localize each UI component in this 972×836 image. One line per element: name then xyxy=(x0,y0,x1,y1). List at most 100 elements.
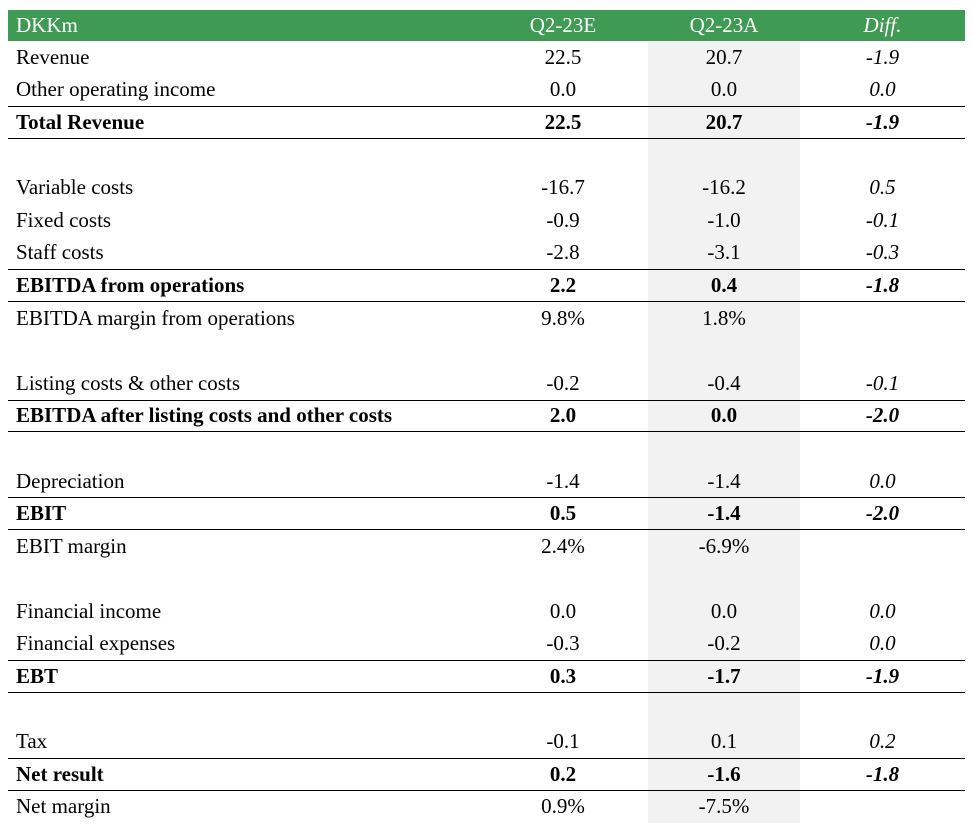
table-row: Financial income 0.0 0.0 0.0 xyxy=(8,595,965,628)
row-diff: -0.3 xyxy=(865,240,900,265)
row-estimate: 0.3 xyxy=(549,664,577,689)
table-row: Tax -0.1 0.1 0.2 xyxy=(8,725,965,759)
table-row: EBITDA margin from operations 9.8% 1.8% xyxy=(8,301,965,335)
row-estimate: 22.5 xyxy=(544,109,582,134)
header-actual: Q2-23A xyxy=(689,13,759,37)
table-row: Listing costs & other costs -0.2 -0.4 -0… xyxy=(8,366,965,400)
row-estimate: 0.9% xyxy=(541,794,585,819)
row-estimate: -0.2 xyxy=(546,370,580,395)
income-statement-table: DKKm Q2-23E Q2-23A Diff. Revenue 22.5 20… xyxy=(8,10,965,824)
row-actual: -1.6 xyxy=(648,759,800,790)
row-label: Total Revenue xyxy=(16,109,145,134)
row-actual: 0.1 xyxy=(648,725,800,759)
table-row-total: EBT 0.3 -1.7 -1.9 xyxy=(8,660,965,693)
row-diff: 0.5 xyxy=(869,175,896,200)
table-row: Revenue 22.5 20.7 -1.9 xyxy=(8,41,965,74)
row-estimate: 22.5 xyxy=(544,44,582,69)
spacer-row xyxy=(8,334,965,367)
row-diff: -1.8 xyxy=(865,272,900,297)
row-estimate: 0.5 xyxy=(549,501,577,526)
row-estimate: 2.4% xyxy=(541,533,585,558)
row-estimate: 2.0 xyxy=(549,403,577,428)
row-actual: -1.4 xyxy=(648,464,800,498)
row-estimate: -16.7 xyxy=(541,175,585,200)
row-actual: 0.0 xyxy=(648,400,800,432)
table-row-total: Net result 0.2 -1.6 -1.8 xyxy=(8,758,965,791)
row-diff: -1.9 xyxy=(865,664,900,689)
row-diff: 0.2 xyxy=(869,729,896,754)
row-label: Net result xyxy=(16,761,104,786)
row-actual: -3.1 xyxy=(648,236,800,270)
row-diff: -0.1 xyxy=(865,207,900,232)
row-label: Financial income xyxy=(16,598,162,623)
row-estimate: -0.3 xyxy=(546,631,580,656)
row-actual: 1.8% xyxy=(648,301,800,335)
table-header: DKKm Q2-23E Q2-23A Diff. xyxy=(8,10,965,41)
row-label: EBT xyxy=(16,664,59,689)
row-label: Net margin xyxy=(16,794,111,819)
row-diff: -1.9 xyxy=(865,44,900,69)
row-estimate: -2.8 xyxy=(546,240,580,265)
table-row: Staff costs -2.8 -3.1 -0.3 xyxy=(8,236,965,270)
row-label: Other operating income xyxy=(16,77,216,102)
row-label: Tax xyxy=(16,729,48,754)
row-label: Depreciation xyxy=(16,468,125,493)
header-diff: Diff. xyxy=(863,13,902,37)
row-actual: -1.7 xyxy=(648,661,800,692)
row-actual: 0.0 xyxy=(648,73,800,107)
row-label: EBITDA after listing costs and other cos… xyxy=(16,403,393,428)
row-diff: 0.0 xyxy=(869,77,896,102)
row-label: Staff costs xyxy=(16,240,104,265)
row-label: Variable costs xyxy=(16,175,134,200)
row-diff: -0.1 xyxy=(865,370,900,395)
row-label: Listing costs & other costs xyxy=(16,370,240,395)
row-diff: -1.8 xyxy=(865,761,900,786)
header-estimate: Q2-23E xyxy=(529,13,597,37)
row-actual: -1.4 xyxy=(648,498,800,529)
row-estimate: 9.8% xyxy=(541,305,585,330)
row-actual: -6.9% xyxy=(648,529,800,563)
table-row-total: EBIT 0.5 -1.4 -2.0 xyxy=(8,497,965,530)
row-diff: -1.9 xyxy=(865,109,900,134)
row-actual: -1.0 xyxy=(648,203,800,237)
row-actual: -7.5% xyxy=(648,790,800,824)
row-diff: 0.0 xyxy=(869,468,896,493)
row-estimate: -0.1 xyxy=(546,729,580,754)
row-label: EBIT margin xyxy=(16,533,127,558)
table-row-total: EBITDA from operations 2.2 0.4 -1.8 xyxy=(8,269,965,302)
table-row: Depreciation -1.4 -1.4 0.0 xyxy=(8,464,965,498)
row-label: Financial expenses xyxy=(16,631,176,656)
row-actual: -16.2 xyxy=(648,171,800,204)
row-label: EBIT xyxy=(16,501,67,526)
row-actual: -0.2 xyxy=(648,627,800,661)
row-actual: 20.7 xyxy=(648,41,800,74)
table-row: Net margin 0.9% -7.5% xyxy=(8,790,965,824)
row-actual: 0.4 xyxy=(648,270,800,301)
row-label: Revenue xyxy=(16,44,90,69)
row-label: Fixed costs xyxy=(16,207,112,232)
row-estimate: 0.0 xyxy=(549,77,577,102)
row-diff: -2.0 xyxy=(865,403,900,428)
row-diff: 0.0 xyxy=(869,631,896,656)
table-row: Variable costs -16.7 -16.2 0.5 xyxy=(8,171,965,204)
header-label: DKKm xyxy=(16,13,78,37)
table-row: Other operating income 0.0 0.0 0.0 xyxy=(8,73,965,107)
row-label: EBITDA margin from operations xyxy=(16,305,295,330)
row-estimate: 0.0 xyxy=(549,598,577,623)
spacer-row xyxy=(8,562,965,596)
spacer-row xyxy=(8,692,965,726)
row-label: EBITDA from operations xyxy=(16,272,245,297)
row-estimate: 2.2 xyxy=(549,272,577,297)
row-estimate: 0.2 xyxy=(549,761,577,786)
row-actual: 0.0 xyxy=(648,595,800,628)
table-row: Financial expenses -0.3 -0.2 0.0 xyxy=(8,627,965,661)
row-actual: 20.7 xyxy=(648,107,800,138)
row-actual: -0.4 xyxy=(648,366,800,400)
row-estimate: -0.9 xyxy=(546,207,580,232)
spacer-row xyxy=(8,432,965,465)
table-row: EBIT margin 2.4% -6.9% xyxy=(8,529,965,563)
table-row: Fixed costs -0.9 -1.0 -0.1 xyxy=(8,203,965,237)
row-estimate: -1.4 xyxy=(546,468,580,493)
spacer-row xyxy=(8,138,965,172)
table-row-total: EBITDA after listing costs and other cos… xyxy=(8,399,965,433)
